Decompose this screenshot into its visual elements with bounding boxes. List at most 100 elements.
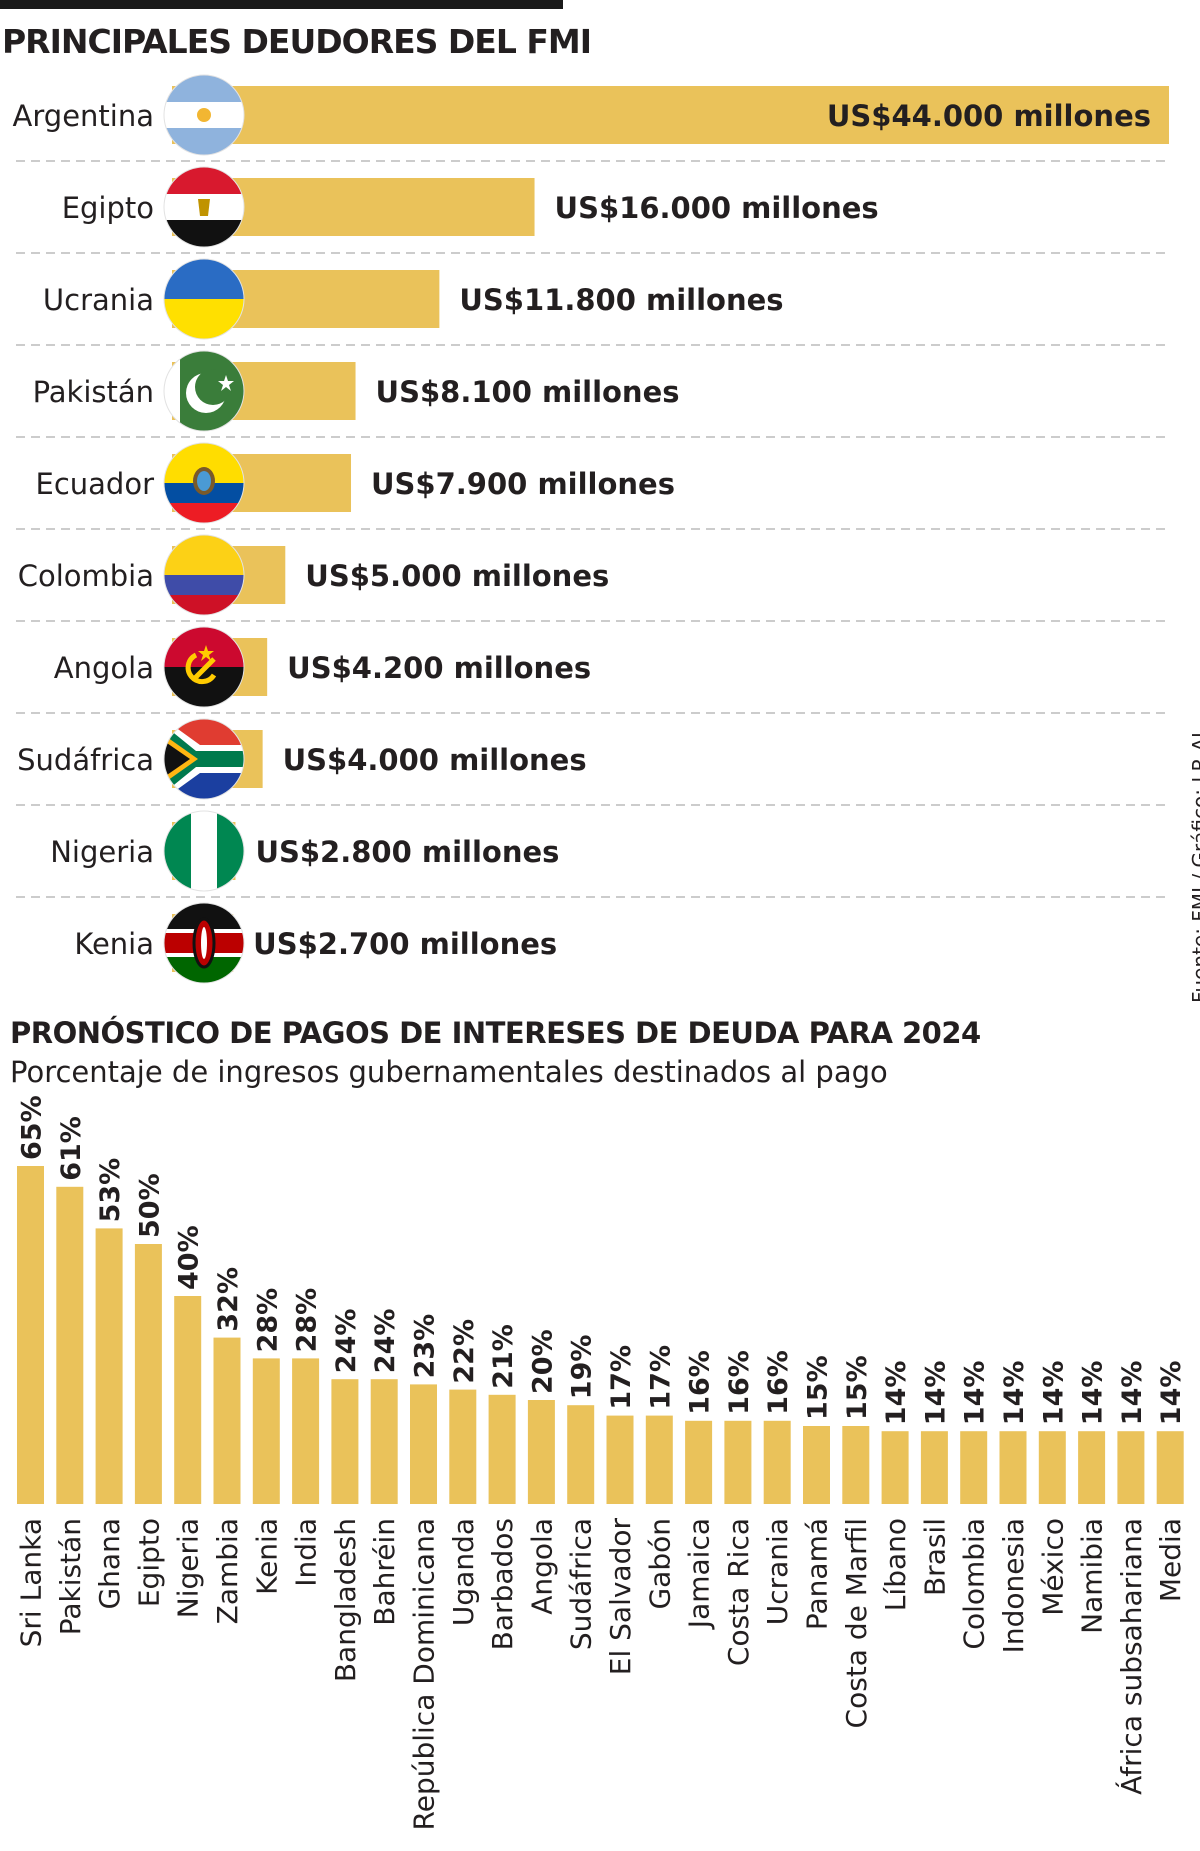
- vcategory-label-uganda: Uganda: [447, 1518, 480, 1626]
- vbar-ghana: [95, 1228, 123, 1504]
- vbar-uganda: [449, 1389, 477, 1504]
- vvalue-label-mexico: 14%: [1038, 1361, 1069, 1426]
- vvalue-label-republica-dominicana: 23%: [410, 1314, 441, 1379]
- value-label-egipto: US$16.000 millones: [555, 191, 879, 225]
- vvalue-label-sudafrica: 19%: [567, 1335, 598, 1400]
- vbar-ucrania: [763, 1420, 791, 1504]
- vcategory-label-pakistan: Pakistán: [54, 1518, 87, 1635]
- vcategory-label-indonesia: Indonesia: [997, 1518, 1030, 1653]
- vvalue-label-nigeria: 40%: [174, 1225, 205, 1290]
- vvalue-label-zambia: 32%: [213, 1267, 244, 1332]
- vbar-namibia: [1078, 1431, 1106, 1504]
- vbar-africa-subsahariana: [1117, 1431, 1145, 1504]
- vbar-republica-dominicana: [410, 1384, 437, 1504]
- vcategory-label-colombia: Colombia: [958, 1518, 991, 1650]
- category-label-angola: Angola: [54, 651, 154, 685]
- vbar-barbados: [488, 1394, 516, 1504]
- value-label-argentina: US$44.000 millones: [827, 99, 1151, 133]
- vvalue-label-costa-rica: 16%: [724, 1350, 755, 1415]
- vbar-costa-rica: [724, 1420, 752, 1504]
- vbar-colombia: [960, 1431, 988, 1504]
- vcategory-label-sri-lanka: Sri Lanka: [15, 1518, 48, 1647]
- vcategory-label-gabon: Gabón: [643, 1518, 676, 1610]
- vbar-jamaica: [685, 1420, 713, 1504]
- vbar-gabon: [645, 1415, 673, 1504]
- vbar-nigeria: [174, 1296, 202, 1504]
- vcategory-label-mexico: México: [1036, 1518, 1069, 1616]
- vcategory-label-kenia: Kenia: [250, 1518, 283, 1595]
- vcategory-label-africa-subsahariana: África subsahariana: [1114, 1518, 1148, 1795]
- bar-argentina: [172, 86, 1169, 144]
- vcategory-label-costa-rica: Costa Rica: [722, 1518, 755, 1666]
- value-label-colombia: US$5.000 millones: [305, 559, 609, 593]
- vvalue-label-ucrania: 16%: [763, 1350, 794, 1415]
- vcategory-label-nigeria: Nigeria: [172, 1518, 205, 1618]
- vcategory-label-brasil: Brasil: [918, 1518, 951, 1596]
- vbar-pakistan: [56, 1186, 84, 1504]
- value-label-kenia: US$2.700 millones: [253, 927, 557, 961]
- vbar-panama: [803, 1426, 830, 1504]
- vvalue-label-brasil: 14%: [920, 1361, 951, 1426]
- chart-1-debtors: Argentina Egipto Ucrania Pakistán Ecuador Col…: [13, 74, 1169, 984]
- vcategory-label-sudafrica: Sudáfrica: [565, 1518, 598, 1650]
- vvalue-label-costa-de-marfil: 15%: [842, 1355, 873, 1420]
- vbar-libano: [881, 1431, 909, 1504]
- vvalue-label-bangladesh: 24%: [331, 1309, 362, 1374]
- vvalue-label-bahrein: 24%: [370, 1309, 401, 1374]
- vvalue-label-indonesia: 14%: [999, 1361, 1030, 1426]
- vcategory-label-costa-de-marfil: Costa de Marfil: [840, 1518, 873, 1728]
- nigeria-flag-icon: [163, 810, 245, 892]
- vvalue-label-sri-lanka: 65%: [17, 1095, 48, 1160]
- vbar-costa-de-marfil: [842, 1426, 870, 1504]
- vcategory-label-panama: Panamá: [801, 1518, 834, 1630]
- vvalue-label-angola: 20%: [527, 1329, 558, 1394]
- vvalue-label-kenia: 28%: [252, 1288, 283, 1353]
- vcategory-label-libano: Líbano: [879, 1518, 912, 1611]
- vvalue-label-el-salvador: 17%: [606, 1345, 637, 1410]
- vbar-india: [292, 1358, 320, 1504]
- vcategory-label-bahrein: Bahréin: [368, 1518, 401, 1626]
- top-rule: [0, 0, 563, 9]
- vvalue-label-media: 14%: [1156, 1361, 1187, 1426]
- vbar-zambia: [213, 1337, 241, 1504]
- category-label-ecuador: Ecuador: [36, 467, 155, 501]
- vcategory-label-media: Media: [1154, 1518, 1187, 1602]
- vvalue-label-jamaica: 16%: [685, 1350, 716, 1415]
- vcategory-label-republica-dominicana: República Dominicana: [408, 1518, 441, 1830]
- value-label-nigeria: US$2.800 millones: [255, 835, 559, 869]
- category-label-egipto: Egipto: [62, 191, 154, 225]
- value-label-sudafrica: US$4.000 millones: [283, 743, 587, 777]
- vcategory-label-jamaica: Jamaica: [683, 1518, 716, 1630]
- category-label-sudafrica: Sudáfrica: [17, 743, 154, 777]
- vvalue-label-namibia: 14%: [1078, 1361, 1109, 1426]
- vvalue-label-india: 28%: [292, 1288, 323, 1353]
- vbar-brasil: [920, 1431, 948, 1504]
- vcategory-label-namibia: Namibia: [1076, 1518, 1109, 1634]
- vcategory-label-el-salvador: El Salvador: [604, 1518, 637, 1676]
- vvalue-label-ghana: 53%: [95, 1158, 126, 1223]
- vvalue-label-panama: 15%: [803, 1355, 834, 1420]
- vvalue-label-colombia: 14%: [960, 1361, 991, 1426]
- vbar-el-salvador: [606, 1415, 634, 1504]
- vvalue-label-gabon: 17%: [645, 1345, 676, 1410]
- chart-2-subtitle: Porcentaje de ingresos gubernamentales d…: [10, 1055, 888, 1089]
- category-label-nigeria: Nigeria: [50, 835, 154, 869]
- category-label-argentina: Argentina: [13, 99, 154, 133]
- vbar-angola: [527, 1400, 555, 1504]
- category-label-colombia: Colombia: [18, 559, 154, 593]
- value-label-ucrania: US$11.800 millones: [459, 283, 783, 317]
- vcategory-label-zambia: Zambia: [211, 1518, 244, 1624]
- vbar-bahrein: [370, 1379, 398, 1504]
- category-label-ucrania: Ucrania: [43, 283, 154, 317]
- vvalue-label-uganda: 22%: [449, 1319, 480, 1384]
- vbar-indonesia: [999, 1431, 1027, 1504]
- vbar-kenia: [252, 1358, 280, 1504]
- vbar-sri-lanka: [17, 1166, 44, 1504]
- chart-2-title: PRONÓSTICO DE PAGOS DE INTERESES DE DEUD…: [10, 1016, 981, 1050]
- vcategory-label-india: India: [290, 1518, 323, 1587]
- vcategory-label-egipto: Egipto: [132, 1518, 165, 1607]
- value-label-pakistan: US$8.100 millones: [376, 375, 680, 409]
- vbar-bangladesh: [331, 1379, 359, 1504]
- vvalue-label-africa-subsahariana: 14%: [1117, 1361, 1148, 1426]
